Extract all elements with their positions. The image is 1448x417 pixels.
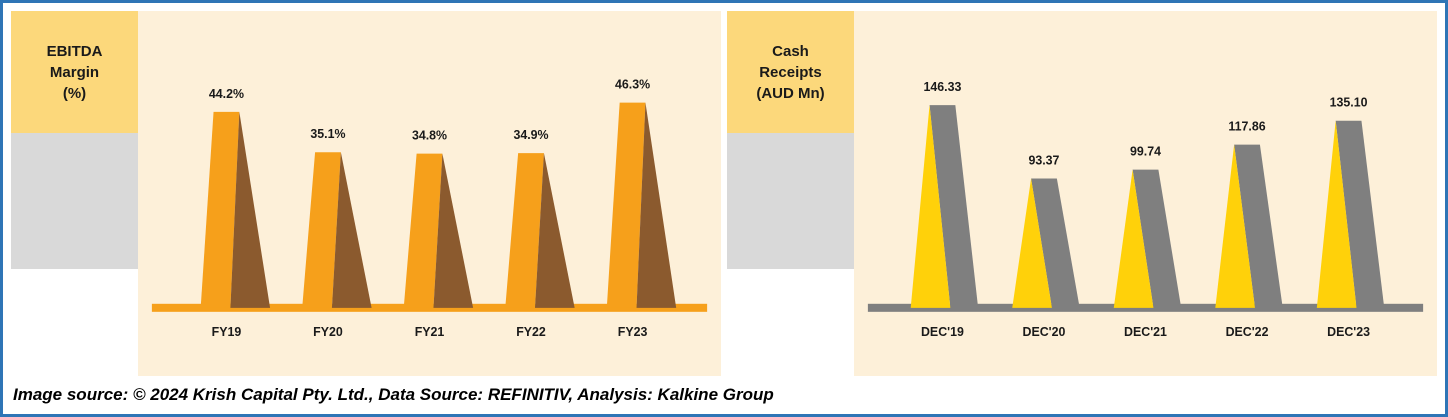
bar-wedge: [433, 153, 474, 308]
category-label: FY19: [212, 325, 242, 339]
ebitda-margin-chart: EBITDA Margin (%) 44.2% FY19 35.1% FY20 34.8…: [11, 11, 721, 376]
bar-wedge: [1316, 120, 1357, 308]
category-label: DEC'21: [1124, 325, 1167, 339]
bar-wedge: [636, 102, 677, 308]
bar-band: [606, 102, 646, 308]
bar-band: [1031, 178, 1080, 308]
value-label: 117.86: [1228, 119, 1265, 133]
category-label: FY22: [516, 325, 546, 339]
category-label: FY21: [415, 325, 445, 339]
bar-wedge: [1215, 144, 1255, 308]
category-label: FY23: [618, 325, 648, 339]
ebitda-side-box: [11, 133, 138, 269]
category-label: DEC'23: [1327, 325, 1370, 339]
bar-wedge: [1012, 178, 1052, 308]
value-label: 135.10: [1330, 96, 1368, 110]
value-label: 34.9%: [513, 128, 548, 142]
cash-receipts-chart-area: 146.33 DEC'19 93.37 DEC'20 99.74 DEC'21 117.86…: [854, 11, 1437, 376]
value-label: 146.33: [924, 80, 962, 94]
cash-receipts-chart-title: Cash Receipts (AUD Mn): [727, 11, 854, 133]
charts-row: EBITDA Margin (%) 44.2% FY19 35.1% FY20 34.8…: [3, 3, 1445, 376]
ebitda-chart-area: 44.2% FY19 35.1% FY20 34.8% FY21 34.9% FY22 46.3…: [138, 11, 721, 376]
chart-svg: 146.33 DEC'19 93.37 DEC'20 99.74 DEC'21 117.86…: [867, 80, 1424, 339]
cash-receipts-chart: Cash Receipts (AUD Mn) 146.33 DEC'19 93.37…: [727, 11, 1437, 376]
bar-wedge: [534, 153, 575, 308]
bar-band: [1335, 120, 1385, 308]
category-label: DEC'22: [1226, 325, 1269, 339]
value-label: 44.2%: [209, 87, 244, 101]
value-label: 93.37: [1028, 153, 1059, 167]
cash-receipts-side-box: [727, 133, 854, 269]
value-label: 46.3%: [615, 78, 650, 92]
ebitda-label-column: EBITDA Margin (%): [11, 11, 138, 376]
value-label: 99.74: [1130, 145, 1161, 159]
bar-wedge: [331, 152, 372, 308]
category-label: DEC'19: [921, 325, 964, 339]
bar-band: [1234, 144, 1283, 308]
bar-band: [403, 153, 443, 308]
ebitda-chart-title: EBITDA Margin (%): [11, 11, 138, 133]
category-label: DEC'20: [1023, 325, 1066, 339]
bar-wedge: [910, 105, 951, 308]
bar-band: [302, 152, 341, 308]
source-caption: Image source: © 2024 Krish Capital Pty. …: [3, 376, 1445, 414]
bar-wedge: [1113, 169, 1154, 308]
bar-band: [505, 153, 544, 308]
bar-band: [929, 105, 979, 308]
chart-svg: 44.2% FY19 35.1% FY20 34.8% FY21 34.9% FY22 46.3…: [151, 78, 708, 339]
bar-band: [200, 111, 240, 308]
category-label: FY20: [313, 325, 343, 339]
value-label: 35.1%: [310, 127, 345, 141]
bar-wedge: [230, 111, 271, 308]
cash-receipts-label-column: Cash Receipts (AUD Mn): [727, 11, 854, 376]
bar-band: [1132, 169, 1182, 308]
value-label: 34.8%: [412, 128, 447, 142]
